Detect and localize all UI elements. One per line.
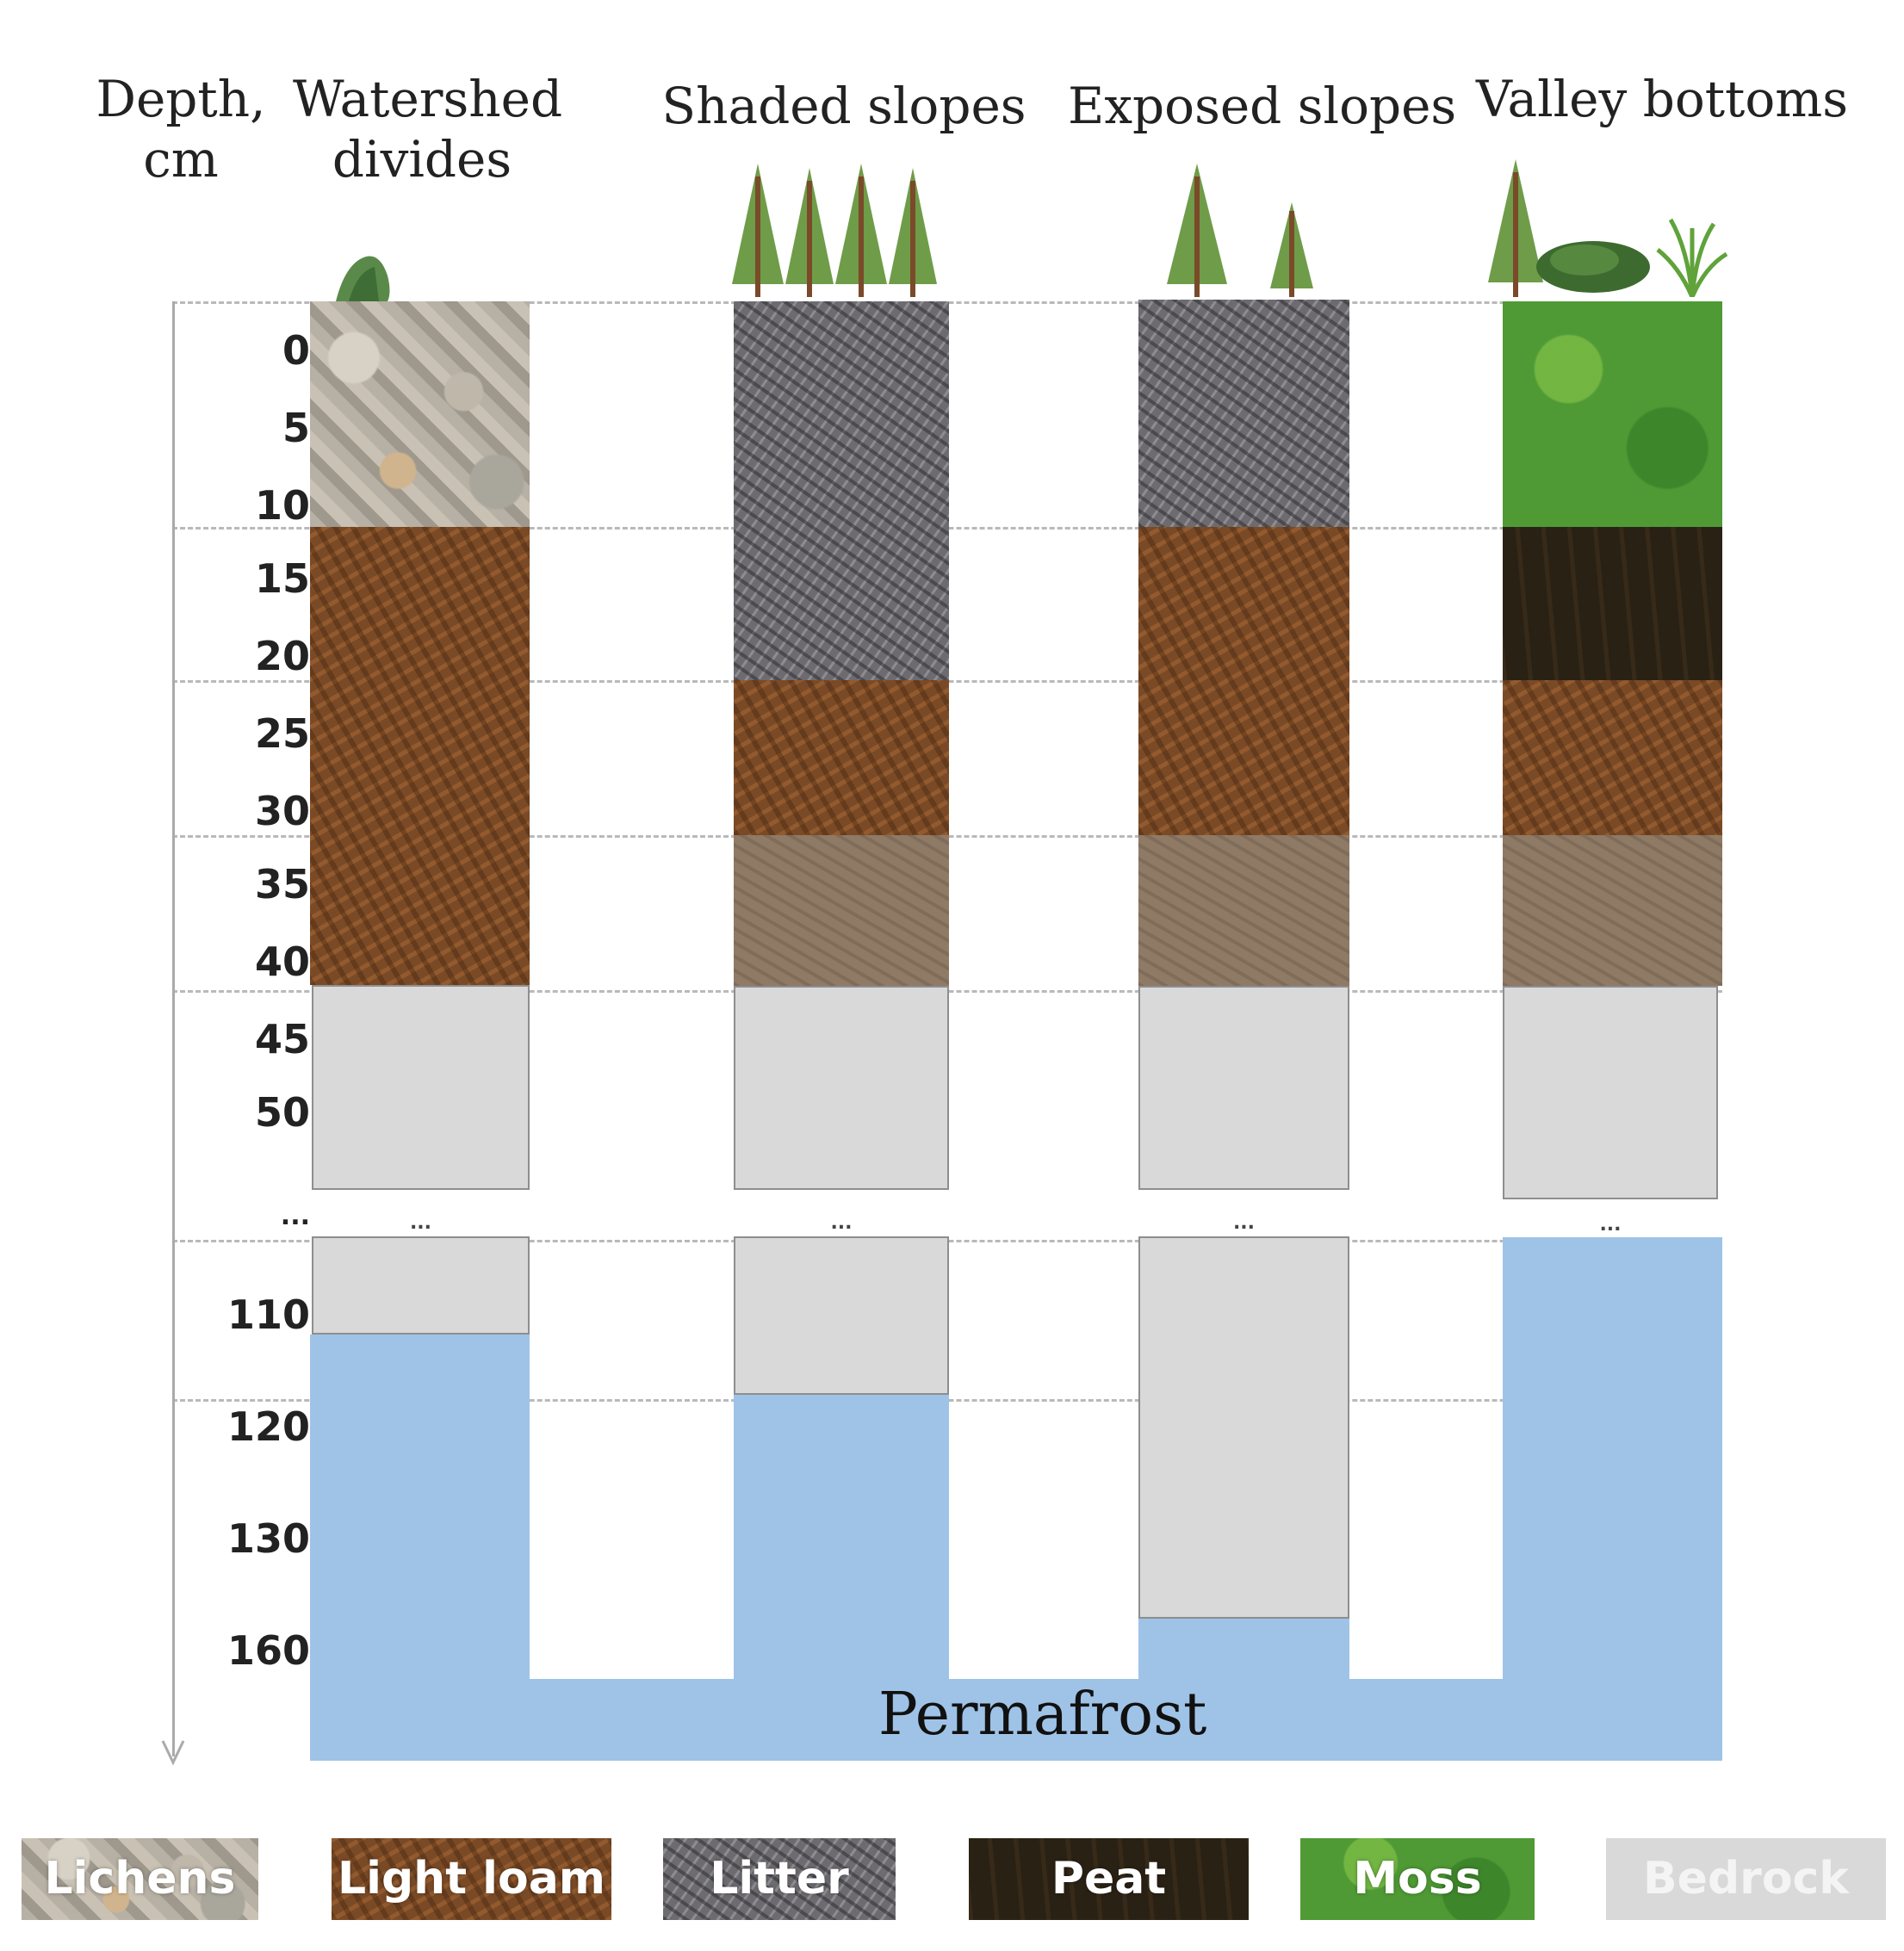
column-title-line1: Watershed xyxy=(293,70,563,128)
layer-lichens xyxy=(310,301,530,527)
column-title-line2: divides xyxy=(332,130,512,189)
depth-label-line1: Depth, xyxy=(96,70,266,128)
layer-bedrock xyxy=(1138,986,1349,1190)
depth-gap xyxy=(312,1190,530,1236)
larch-tree-icon xyxy=(1488,159,1543,297)
column-title-line1: Shaded slopes xyxy=(661,77,1026,135)
column-title-watershed-divides: Watershed divides xyxy=(293,69,563,189)
depth-axis-title: Depth, cm xyxy=(95,69,267,189)
ellipsis-marker: ... xyxy=(830,1212,853,1234)
permafrost-exposed xyxy=(1138,1619,1349,1696)
depth-tick: 0 xyxy=(282,327,310,374)
arrow-down-icon xyxy=(161,1740,185,1766)
depth-tick: 20 xyxy=(254,633,310,679)
layer-bedrock xyxy=(312,1236,530,1335)
shrub-icon xyxy=(336,256,390,301)
ellipsis-marker: ... xyxy=(1599,1214,1622,1236)
layer-subsoil xyxy=(1503,835,1722,986)
layer-bedrock xyxy=(734,986,949,1190)
layer-bedrock xyxy=(734,1236,949,1395)
larch-tree-icon xyxy=(732,164,937,297)
column-title-valley-bottoms: Valley bottoms xyxy=(1473,69,1851,129)
legend-peat: Peat xyxy=(969,1838,1249,1920)
grass-icon xyxy=(1656,218,1728,297)
depth-tick: 15 xyxy=(254,555,310,602)
permafrost-watershed xyxy=(310,1335,530,1696)
column-title-shaded-slopes: Shaded slopes xyxy=(654,76,1033,136)
layer-light-loam xyxy=(1138,527,1349,835)
layer-bedrock xyxy=(1138,1236,1349,1619)
depth-label-line2: cm xyxy=(143,130,219,189)
bush-icon xyxy=(1536,241,1650,293)
ellipsis-marker: ... xyxy=(409,1212,432,1234)
depth-tick: 30 xyxy=(254,788,310,834)
depth-tick: 45 xyxy=(254,1016,310,1062)
column-title-line1: Exposed slopes xyxy=(1068,77,1457,135)
column-title-exposed-slopes: Exposed slopes xyxy=(1068,76,1457,136)
legend-light-loam: Light loam xyxy=(332,1838,611,1920)
depth-tick: 120 xyxy=(226,1403,310,1450)
depth-gap xyxy=(1138,1190,1349,1236)
depth-tick: 130 xyxy=(226,1515,310,1562)
column-title-line1: Valley bottoms xyxy=(1475,70,1849,128)
depth-tick: 25 xyxy=(254,710,310,757)
legend-lichens: Lichens xyxy=(22,1838,258,1920)
layer-light-loam xyxy=(310,527,530,985)
depth-tick: 10 xyxy=(254,482,310,529)
layer-moss xyxy=(1503,301,1722,527)
depth-tick: ... xyxy=(280,1201,310,1231)
layer-subsoil xyxy=(1138,835,1349,986)
legend-bedrock: Bedrock xyxy=(1606,1838,1886,1920)
legend-moss: Moss xyxy=(1300,1838,1535,1920)
layer-peat xyxy=(1503,527,1722,680)
layer-light-loam xyxy=(1503,680,1722,835)
layer-litter xyxy=(734,301,949,680)
layer-subsoil xyxy=(734,835,949,986)
depth-tick: 50 xyxy=(254,1089,310,1136)
layer-bedrock xyxy=(1503,986,1718,1199)
permafrost-valley xyxy=(1503,1237,1722,1694)
permafrost-label: Permafrost xyxy=(878,1681,1207,1749)
larch-tree-icon xyxy=(1167,164,1313,297)
depth-tick: 40 xyxy=(254,938,310,985)
legend-litter: Litter xyxy=(663,1838,896,1920)
layer-bedrock xyxy=(312,985,530,1190)
permafrost-shaded xyxy=(734,1395,949,1696)
permafrost-band xyxy=(310,1679,1722,1761)
depth-tick: 35 xyxy=(254,861,310,907)
ellipsis-marker: ... xyxy=(1232,1212,1256,1234)
depth-tick: 160 xyxy=(226,1627,310,1674)
layer-litter xyxy=(1138,300,1349,527)
layer-light-loam xyxy=(734,680,949,835)
depth-axis-line xyxy=(172,301,175,1756)
depth-gap xyxy=(734,1190,949,1236)
depth-tick: 5 xyxy=(282,405,310,451)
depth-tick: 110 xyxy=(226,1291,310,1338)
